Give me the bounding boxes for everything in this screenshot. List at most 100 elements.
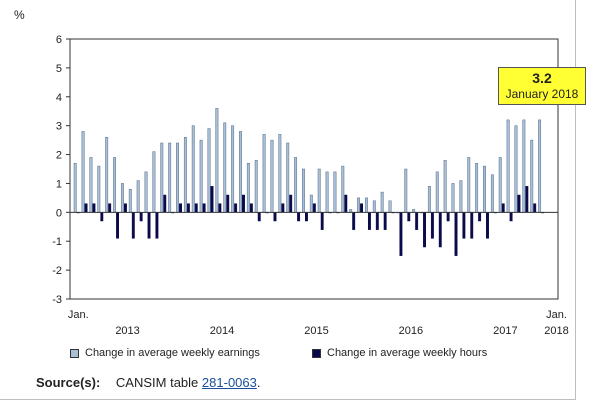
bar-earnings [278,134,282,213]
bar-earnings [105,136,109,213]
bar-hours [139,212,143,222]
bar-hours [210,186,214,213]
bar-earnings [514,125,518,213]
bar-hours [486,212,489,239]
bar-earnings [490,174,494,213]
bar-hours [186,203,190,213]
bar-hours [289,194,293,213]
bar-earnings [120,183,124,213]
bar-hours [430,212,434,239]
source-line: Source(s): CANSIM table 281-0063. [36,375,261,390]
bar-earnings [168,142,172,213]
bar-earnings [262,134,266,213]
legend-swatch-earnings [70,348,79,358]
bar-hours [218,203,222,213]
bar-hours [454,212,458,256]
bar-earnings [364,197,368,213]
bar-earnings [475,162,479,213]
bar-hours [281,203,285,213]
x-year-label: 2016 [399,325,423,337]
bar-hours [257,212,261,222]
bar-earnings [530,139,534,213]
x-year-label: 2015 [304,325,328,337]
bar-hours [383,212,387,230]
bar-earnings [160,142,164,213]
bar-hours [116,212,119,239]
bar-hours [344,194,348,213]
y-tick-label: 6 [56,34,62,46]
legend-item-earnings: Change in average weekly earnings [70,347,260,359]
bar-earnings [215,108,219,213]
y-tick-label: -2 [52,265,62,277]
bar-hours [501,203,505,213]
bar-hours [84,203,88,213]
bar-earnings [73,162,77,213]
y-tick-label: 2 [56,150,62,162]
bar-hours [470,212,474,239]
bar-earnings [231,125,235,213]
x-year-label: 2018 [544,325,568,337]
x-start-label: Jan. [68,309,89,321]
bar-earnings [522,119,526,213]
bar-hours [179,203,182,213]
y-tick-label: -3 [52,294,62,306]
bar-hours [312,203,316,213]
bar-earnings [498,157,502,213]
bar-hours [352,212,356,230]
bar-hours [226,194,230,213]
bar-hours [478,212,482,222]
bar-earnings [152,151,156,213]
bar-hours [123,203,127,213]
source-link[interactable]: 281-0063 [201,375,257,390]
bar-earnings [483,165,486,213]
x-year-label: 2014 [210,325,234,337]
bar-hours [446,212,450,222]
bar-hours [533,203,537,213]
bar-hours [367,212,371,230]
bar-earnings [309,194,313,213]
bar-earnings [427,186,431,213]
bar-hours [242,194,245,213]
bar-hours [202,203,206,213]
bar-earnings [404,168,408,213]
bar-earnings [333,171,337,213]
bar-earnings [341,165,345,213]
legend-label-hours: Change in average weekly hours [327,347,488,359]
bar-earnings [183,136,187,213]
bar-hours [462,212,466,239]
bar-hours [305,212,308,222]
bar-earnings [538,119,542,213]
y-tick-label: 3 [56,121,62,133]
bar-hours [100,212,104,222]
bar-hours [517,194,521,213]
source-text: CANSIM table [115,375,199,390]
bar-hours [375,212,379,230]
bar-earnings [136,180,140,213]
bar-earnings [89,157,93,213]
bar-earnings [380,191,384,213]
bar-earnings [246,162,250,213]
y-axis-unit: % [14,8,25,22]
callout-date: January 2018 [505,87,579,101]
bar-hours [249,203,253,213]
bar-earnings [317,168,321,213]
bar-earnings [286,142,290,213]
bar-earnings [467,157,471,213]
bar-hours [131,212,135,239]
y-tick-label: 0 [56,207,62,219]
bar-hours [155,212,159,239]
bar-earnings [223,122,227,213]
x-end-label: Jan. [546,309,567,321]
bar-earnings [199,139,203,213]
bar-earnings [128,188,132,213]
bar-earnings [270,139,274,213]
bar-hours [92,203,96,213]
bar-earnings [435,171,439,213]
bar-hours [163,194,167,213]
value-callout: 3.2 January 2018 [498,67,586,105]
bar-earnings [388,200,392,213]
bar-hours [297,212,301,222]
bar-hours [415,212,419,230]
bar-hours [399,212,403,256]
